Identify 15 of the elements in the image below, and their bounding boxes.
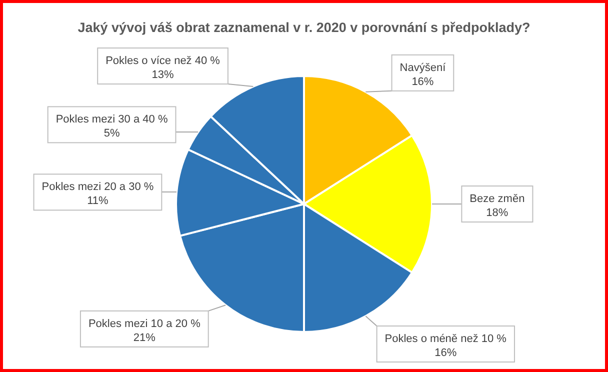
slice-label: Pokles o více než 40 % — [106, 55, 220, 67]
slice-label: Pokles mezi 10 a 20 % — [88, 318, 201, 330]
data-label: 5% — [104, 128, 120, 140]
chart-title: Jaký vývoj váš obrat zaznamenal v r. 2020 v porovnání s předpoklady? — [78, 20, 530, 35]
data-label: 11% — [87, 195, 109, 208]
slice-label: Pokles o méně než 10 % — [384, 333, 507, 345]
data-label: 16% — [412, 76, 434, 88]
data-label: 13% — [152, 69, 174, 81]
slice-label: Pokles mezi 20 a 30 % — [42, 181, 154, 194]
slice-label: Beze změn — [470, 193, 525, 205]
slice-label: Navýšení — [400, 62, 447, 74]
slice-label: Pokles mezi 30 a 40 % — [56, 114, 168, 126]
data-label: 18% — [486, 207, 508, 219]
data-label: 21% — [133, 332, 156, 344]
data-label: 16% — [434, 347, 457, 359]
